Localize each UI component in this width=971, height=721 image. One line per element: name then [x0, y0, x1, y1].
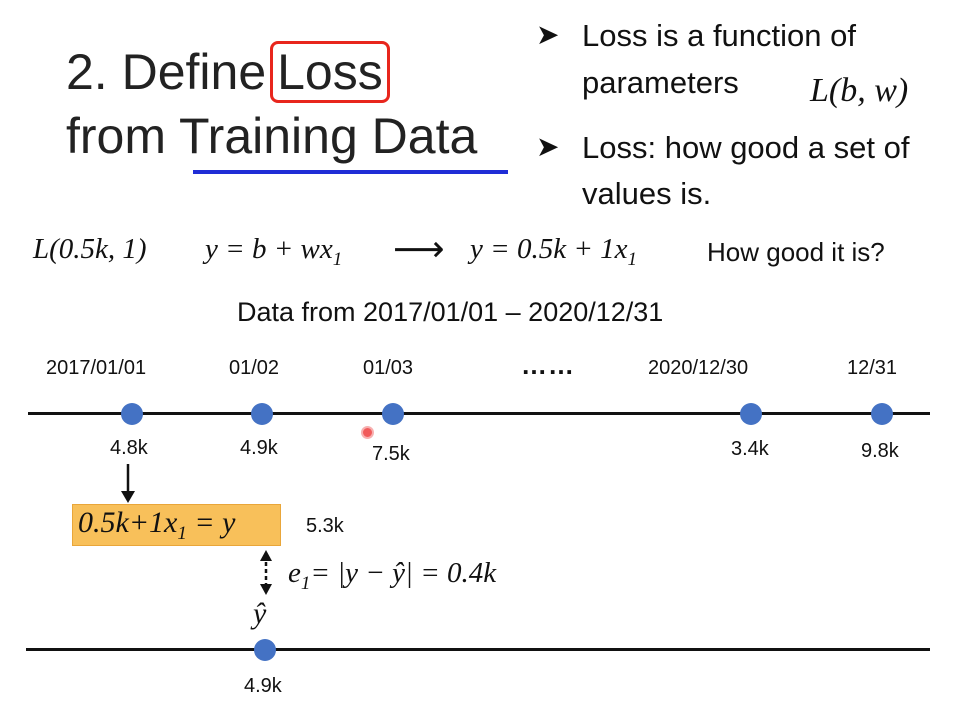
date-label: 01/03: [363, 357, 414, 379]
data-point: [871, 403, 893, 425]
data-point: [382, 403, 404, 425]
ellipsis: ……: [521, 350, 575, 380]
pointer-cursor: [361, 426, 374, 439]
data-point: [251, 403, 273, 425]
data-caption: Data from 2017/01/01 – 2020/12/31: [237, 297, 664, 327]
date-label: 2020/12/30: [648, 357, 749, 379]
y-hat-label: ŷ: [253, 597, 267, 630]
ground-truth-axis: [26, 648, 930, 651]
ground-truth-point: [254, 639, 276, 661]
model-equation: y = b + wx1: [205, 233, 343, 270]
date-label: 01/02: [229, 357, 280, 379]
bullet-1-line-1: Loss is a function of: [582, 18, 856, 53]
loss-notation: L(b, w): [810, 72, 909, 109]
predicted-value: 5.3k: [306, 515, 344, 537]
right-arrow-icon: ⟶: [393, 228, 445, 269]
double-arrow-icon: [260, 550, 272, 595]
date-label: 2017/01/01: [46, 357, 147, 379]
ground-truth-value: 4.9k: [244, 675, 282, 697]
data-point: [121, 403, 143, 425]
data-point: [740, 403, 762, 425]
value-label: 4.9k: [240, 437, 278, 459]
bullet-arrow-icon: ➤: [536, 131, 560, 162]
error-expression: e1= |y − ŷ| = 0.4k: [288, 557, 497, 594]
value-label: 4.8k: [110, 437, 148, 459]
prediction-box: [72, 504, 281, 546]
down-arrow-icon: [121, 464, 135, 503]
model-instance: y = 0.5k + 1x1: [470, 233, 638, 270]
timeline-axis: [28, 412, 930, 415]
how-good-question: How good it is?: [707, 237, 885, 267]
title-underline: [193, 170, 508, 174]
bullet-arrow-icon: ➤: [536, 19, 560, 50]
bullet-2-line-1: Loss: how good a set of: [582, 130, 910, 165]
title-prefix: 2. Define: [66, 44, 267, 100]
slide-title-line1: 2. Define Loss: [66, 41, 390, 103]
prediction-formula: 0.5k+1x1 = y: [78, 506, 236, 544]
title-loss-highlight: Loss: [270, 41, 390, 103]
value-label: 3.4k: [731, 438, 769, 460]
value-label: 7.5k: [372, 443, 410, 465]
loss-call: L(0.5k, 1): [33, 233, 147, 265]
bullet-2-line-2: values is.: [582, 176, 712, 211]
value-label: 9.8k: [861, 440, 899, 462]
slide-title-line2: from Training Data: [66, 108, 478, 164]
date-label: 12/31: [847, 357, 898, 379]
bullet-1-line-2: parameters: [582, 65, 739, 100]
